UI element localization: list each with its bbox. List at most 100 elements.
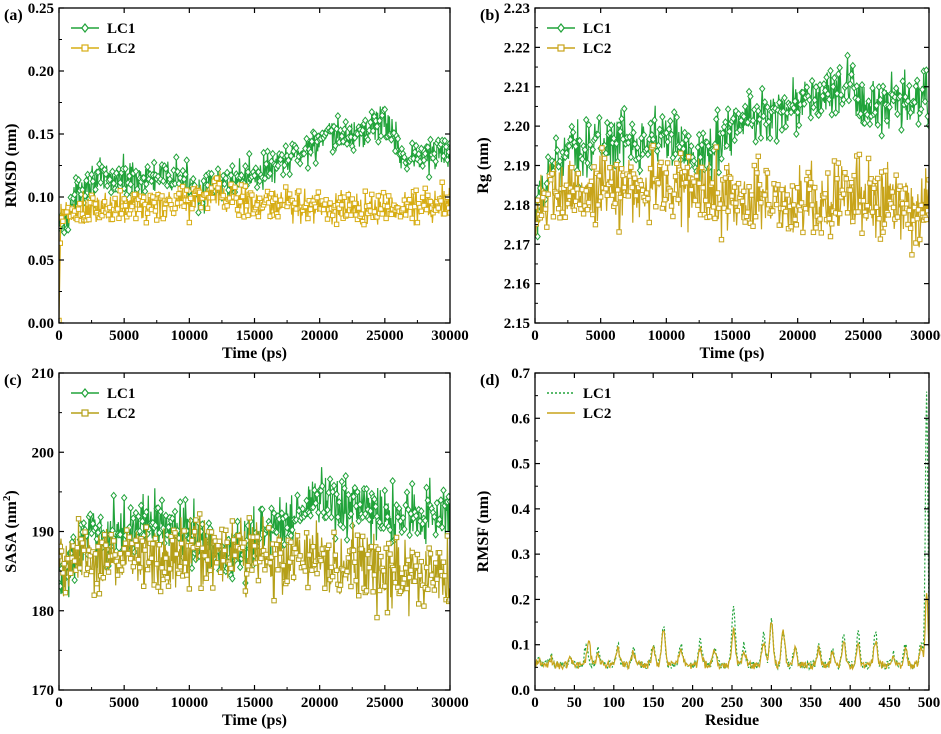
data-point bbox=[343, 139, 351, 148]
data-point bbox=[341, 125, 348, 134]
data-point bbox=[292, 515, 300, 524]
data-point bbox=[632, 175, 638, 181]
data-point bbox=[304, 164, 312, 172]
data-point bbox=[386, 193, 392, 199]
data-point bbox=[122, 540, 129, 546]
data-point bbox=[761, 98, 769, 107]
data-point bbox=[214, 560, 220, 566]
data-point bbox=[322, 201, 328, 207]
data-point bbox=[207, 567, 213, 573]
data-point bbox=[59, 582, 64, 591]
x-tick-label: 50 bbox=[567, 695, 582, 711]
data-point bbox=[74, 545, 80, 551]
data-point bbox=[403, 488, 411, 497]
data-point bbox=[71, 558, 78, 564]
data-point bbox=[100, 575, 107, 581]
data-point bbox=[266, 525, 272, 531]
data-point bbox=[278, 150, 286, 159]
data-point bbox=[693, 173, 700, 179]
data-point bbox=[159, 193, 165, 199]
data-point bbox=[923, 216, 929, 223]
data-point bbox=[234, 207, 241, 213]
x-axis-label: Time (ps) bbox=[699, 345, 764, 362]
data-point bbox=[146, 559, 152, 566]
data-point bbox=[853, 82, 861, 91]
data-point bbox=[381, 105, 389, 114]
data-point bbox=[799, 88, 807, 97]
data-point bbox=[662, 196, 668, 203]
data-point bbox=[820, 80, 828, 89]
data-point bbox=[877, 236, 884, 242]
data-point bbox=[744, 118, 752, 127]
data-point bbox=[281, 540, 288, 549]
data-point bbox=[420, 156, 428, 165]
data-point bbox=[323, 197, 329, 203]
data-point bbox=[232, 552, 238, 558]
data-point bbox=[356, 205, 362, 211]
data-point bbox=[222, 174, 230, 183]
data-point bbox=[416, 601, 422, 607]
x-tick-label: 5000 bbox=[109, 328, 139, 344]
data-point bbox=[823, 73, 830, 82]
data-point bbox=[312, 159, 320, 168]
data-point bbox=[684, 164, 691, 171]
data-point bbox=[794, 108, 801, 117]
data-point bbox=[640, 130, 648, 139]
data-point bbox=[700, 185, 706, 191]
data-point bbox=[126, 172, 133, 181]
data-point bbox=[143, 220, 150, 226]
data-point bbox=[893, 172, 899, 178]
data-point bbox=[848, 179, 855, 186]
data-point bbox=[736, 126, 744, 135]
data-point bbox=[397, 588, 404, 595]
data-point bbox=[848, 70, 855, 79]
data-point bbox=[800, 99, 808, 108]
data-point bbox=[894, 214, 901, 220]
data-point bbox=[326, 542, 332, 548]
data-point bbox=[352, 559, 358, 566]
data-point bbox=[438, 198, 444, 204]
data-point bbox=[251, 171, 258, 180]
data-point bbox=[865, 97, 872, 106]
data-point bbox=[303, 496, 310, 505]
data-point bbox=[311, 129, 318, 138]
data-point bbox=[827, 233, 834, 240]
data-point bbox=[270, 509, 278, 518]
data-point bbox=[334, 111, 342, 120]
data-point bbox=[871, 185, 877, 191]
data-point bbox=[240, 193, 246, 200]
data-point bbox=[829, 82, 837, 91]
data-point bbox=[77, 200, 83, 207]
data-point bbox=[184, 187, 190, 193]
data-point bbox=[170, 210, 177, 216]
data-point bbox=[70, 533, 77, 542]
data-point bbox=[811, 96, 818, 105]
y-axis-label-end: ) bbox=[3, 490, 20, 495]
data-point bbox=[142, 547, 148, 553]
data-point bbox=[359, 126, 366, 135]
data-point bbox=[409, 549, 415, 556]
data-point bbox=[818, 106, 825, 115]
data-point bbox=[435, 205, 441, 211]
data-point bbox=[401, 525, 408, 534]
data-point bbox=[833, 89, 841, 98]
data-point bbox=[122, 164, 129, 173]
data-point bbox=[376, 587, 383, 594]
y-axis-label: RMSD (nm) bbox=[3, 124, 20, 208]
data-point bbox=[161, 205, 168, 212]
data-point bbox=[137, 206, 143, 213]
data-point bbox=[280, 562, 286, 569]
data-point bbox=[71, 576, 78, 585]
panel-label: (a) bbox=[4, 7, 23, 24]
data-point bbox=[712, 215, 718, 222]
data-point bbox=[114, 572, 121, 578]
data-point bbox=[557, 215, 563, 221]
data-point bbox=[651, 116, 658, 125]
data-point bbox=[227, 171, 235, 180]
data-point bbox=[286, 170, 293, 179]
data-point bbox=[223, 168, 231, 177]
data-point bbox=[210, 194, 216, 201]
data-point bbox=[121, 546, 127, 552]
data-point bbox=[776, 98, 783, 107]
data-point bbox=[405, 557, 411, 563]
